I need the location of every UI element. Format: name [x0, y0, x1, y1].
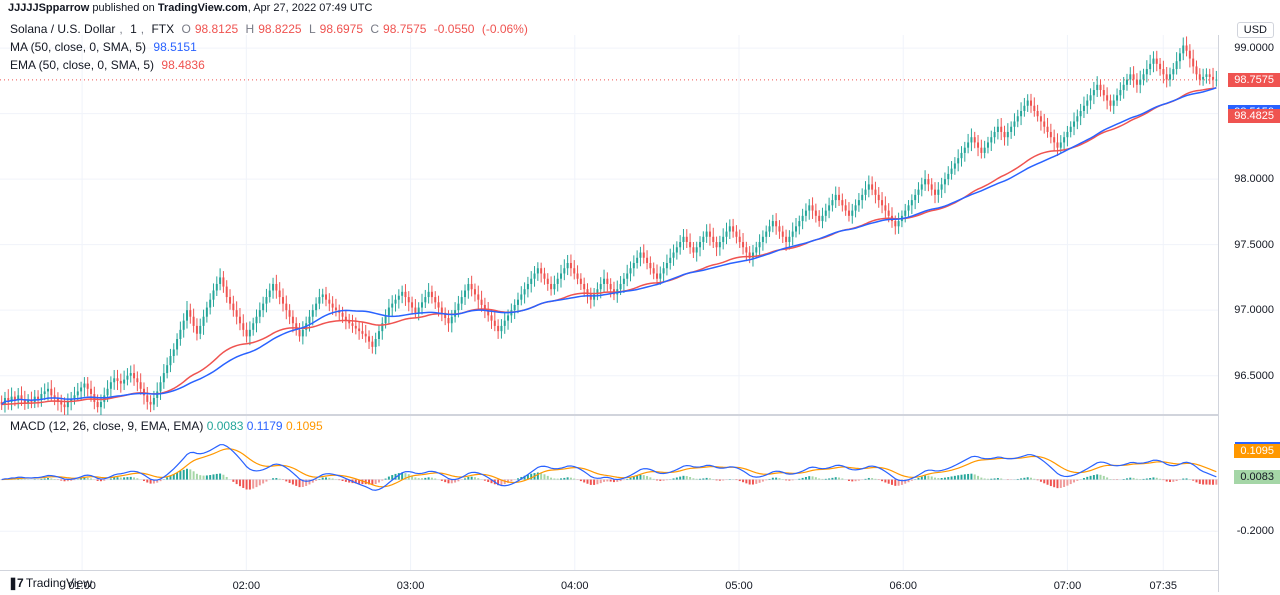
symbol-name: Solana / U.S. Dollar [10, 22, 115, 36]
price-tag: 98.7575 [1228, 73, 1280, 87]
ema-legend-row: EMA (50, close, 0, SMA, 5) 98.4836 [10, 56, 532, 74]
macd-tag: 0.0083 [1234, 470, 1280, 484]
change-pct: (-0.06%) [482, 22, 528, 36]
open-value: 98.8125 [195, 22, 238, 36]
tradingview-logo: ❚7 TradingView [8, 576, 92, 590]
high-label: H [246, 22, 255, 36]
site-name: TradingView.com [158, 2, 248, 14]
axis-label: 99.0000 [1234, 42, 1274, 54]
symbol-interval: 1 [130, 22, 137, 36]
change-value: -0.0550 [434, 22, 475, 36]
time-axis-label: 06:00 [889, 580, 917, 592]
time-axis-label: 07:00 [1054, 580, 1082, 592]
macd-line-value: 0.1179 [247, 419, 283, 433]
close-label: C [370, 22, 379, 36]
close-value: 98.7575 [383, 22, 426, 36]
low-label: L [309, 22, 316, 36]
logo-text: TradingView [26, 576, 92, 590]
open-label: O [181, 22, 190, 36]
axis-label: -0.2000 [1237, 525, 1274, 537]
ema-value: 98.4836 [161, 58, 204, 72]
publish-timestamp: Apr 27, 2022 07:49 UTC [253, 2, 372, 14]
high-value: 98.8225 [258, 22, 301, 36]
ema-label: EMA (50, close, 0, SMA, 5) [10, 58, 154, 72]
macd-tag: 0.1095 [1234, 444, 1280, 458]
symbol-exchange: FTX [151, 22, 174, 36]
macd-label: MACD (12, 26, close, 9, EMA, EMA) [10, 419, 203, 433]
macd-legend: MACD (12, 26, close, 9, EMA, EMA) 0.0083… [10, 419, 323, 433]
axis-label: 98.0000 [1234, 173, 1274, 185]
time-axis-label: 05:00 [725, 580, 753, 592]
macd-hist-value: 0.0083 [207, 419, 244, 433]
chart-legend: Solana / U.S. Dollar, 1, FTX O98.8125 H9… [10, 20, 532, 74]
price-tag: 98.4825 [1228, 109, 1280, 123]
low-value: 98.6975 [320, 22, 363, 36]
macd-chart-svg[interactable] [0, 415, 1280, 592]
axis-label: 97.5000 [1234, 239, 1274, 251]
published-on-text: published on [92, 2, 154, 14]
ma-legend-row: MA (50, close, 0, SMA, 5) 98.5151 [10, 38, 532, 56]
price-chart-svg[interactable] [0, 35, 1280, 415]
ma-label: MA (50, close, 0, SMA, 5) [10, 40, 146, 54]
chart-container[interactable]: Solana / U.S. Dollar, 1, FTX O98.8125 H9… [0, 16, 1280, 592]
time-axis-label: 04:00 [561, 580, 589, 592]
ma-value: 98.5151 [153, 40, 196, 54]
author: JJJJJSpparrow [8, 2, 89, 14]
axis-label: 97.0000 [1234, 304, 1274, 316]
axis-label: 96.5000 [1234, 370, 1274, 382]
time-axis-label: 02:00 [233, 580, 261, 592]
logo-mark: ❚7 [8, 576, 23, 590]
publish-header: JJJJJSpparrow published on TradingView.c… [0, 0, 1280, 16]
symbol-legend-row: Solana / U.S. Dollar, 1, FTX O98.8125 H9… [10, 20, 532, 38]
time-axis-label: 03:00 [397, 580, 425, 592]
currency-badge[interactable]: USD [1237, 22, 1274, 38]
time-axis-label: 07:35 [1149, 580, 1177, 592]
macd-signal-value: 0.1095 [286, 419, 323, 433]
